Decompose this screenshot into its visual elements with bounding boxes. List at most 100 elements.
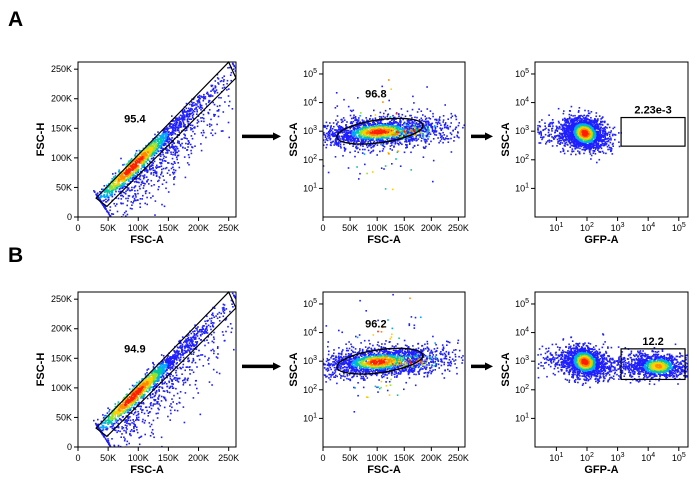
event-dot: [112, 219, 114, 221]
event-dot: [390, 137, 393, 140]
event-dot: [369, 127, 372, 129]
event-dot: [421, 129, 424, 132]
event-dot: [177, 129, 180, 132]
event-dot: [567, 133, 570, 135]
event-dot: [563, 132, 565, 134]
event-dot: [381, 59, 383, 61]
event-dot: [308, 140, 310, 142]
event-dot: [435, 118, 437, 121]
event-dot: [371, 119, 374, 121]
event-dot: [554, 136, 557, 139]
event-dot: [574, 148, 577, 150]
event-dot: [430, 125, 432, 127]
event-dot: [394, 127, 396, 129]
event-dot: [145, 160, 147, 163]
event-dot: [569, 146, 571, 148]
event-dot: [132, 202, 134, 204]
event-dot: [335, 134, 337, 136]
event-dot: [198, 100, 201, 103]
event-dot: [406, 136, 408, 139]
event-dot: [366, 146, 369, 149]
event-dot: [606, 132, 609, 135]
event-dot: [353, 129, 355, 131]
plot-frame: [322, 61, 466, 218]
event-dot: [404, 134, 407, 136]
event-dot: [594, 148, 597, 150]
event-dot: [172, 163, 174, 166]
event-dot: [341, 126, 344, 129]
event-dot: [150, 185, 153, 187]
event-dot: [397, 131, 400, 134]
event-dot: [397, 122, 400, 124]
event-dot: [158, 141, 160, 144]
event-dot: [360, 112, 362, 114]
event-dot: [416, 125, 419, 128]
event-dot: [140, 181, 143, 184]
event-dot: [135, 175, 137, 177]
event-dot: [419, 125, 421, 128]
event-dot: [594, 118, 596, 120]
event-dot: [127, 175, 130, 177]
event-dot: [101, 188, 103, 191]
event-dot: [422, 134, 425, 136]
event-dot: [234, 66, 236, 69]
event-dot: [194, 145, 196, 147]
event-dot: [331, 141, 334, 143]
event-dot: [191, 137, 194, 140]
event-dot: [214, 132, 217, 135]
event-dot: [308, 143, 310, 145]
event-dot: [598, 123, 600, 126]
event-dot: [564, 142, 566, 144]
event-dot: [155, 136, 158, 139]
event-dot: [325, 139, 327, 141]
event-dot: [596, 127, 598, 130]
event-dot: [608, 126, 611, 129]
event-dot: [137, 177, 139, 180]
event-dot: [418, 119, 421, 121]
event-dot: [191, 104, 193, 106]
event-dot: [414, 126, 417, 128]
event-dot: [612, 142, 614, 145]
event-dot: [362, 148, 364, 151]
event-dot: [399, 165, 402, 167]
event-dot: [542, 129, 545, 131]
event-dot: [563, 152, 566, 155]
event-dot: [405, 134, 408, 137]
event-dot: [114, 205, 117, 207]
event-dot: [113, 187, 115, 190]
event-dot: [218, 96, 220, 99]
event-dot: [162, 135, 165, 137]
event-dot: [574, 144, 576, 146]
event-dot: [185, 107, 188, 110]
event-dot: [561, 126, 564, 128]
event-dot: [187, 123, 190, 125]
event-dot: [160, 143, 162, 146]
event-dot: [370, 115, 372, 117]
event-dot: [375, 129, 378, 132]
event-dot: [562, 135, 564, 138]
event-dot: [203, 117, 205, 120]
event-dot: [605, 138, 608, 140]
event-dot: [210, 95, 212, 98]
event-dot: [403, 132, 405, 135]
event-dot: [399, 132, 401, 134]
event-dot: [352, 116, 355, 119]
event-dot: [176, 129, 179, 132]
event-dot: [385, 126, 388, 129]
event-dot: [146, 154, 148, 157]
event-dot: [601, 134, 604, 137]
event-dot: [199, 97, 201, 100]
event-dot: [563, 129, 566, 131]
event-dot: [551, 123, 553, 125]
event-dot: [364, 122, 366, 125]
event-dot: [431, 127, 434, 129]
event-dot: [161, 168, 163, 171]
event-dot: [124, 179, 126, 181]
event-dot: [160, 153, 162, 156]
event-dot: [447, 141, 450, 143]
event-dot: [203, 109, 206, 112]
event-dot: [112, 176, 115, 178]
event-dot: [340, 135, 343, 138]
event-dot: [411, 124, 413, 127]
event-dot: [109, 206, 112, 208]
